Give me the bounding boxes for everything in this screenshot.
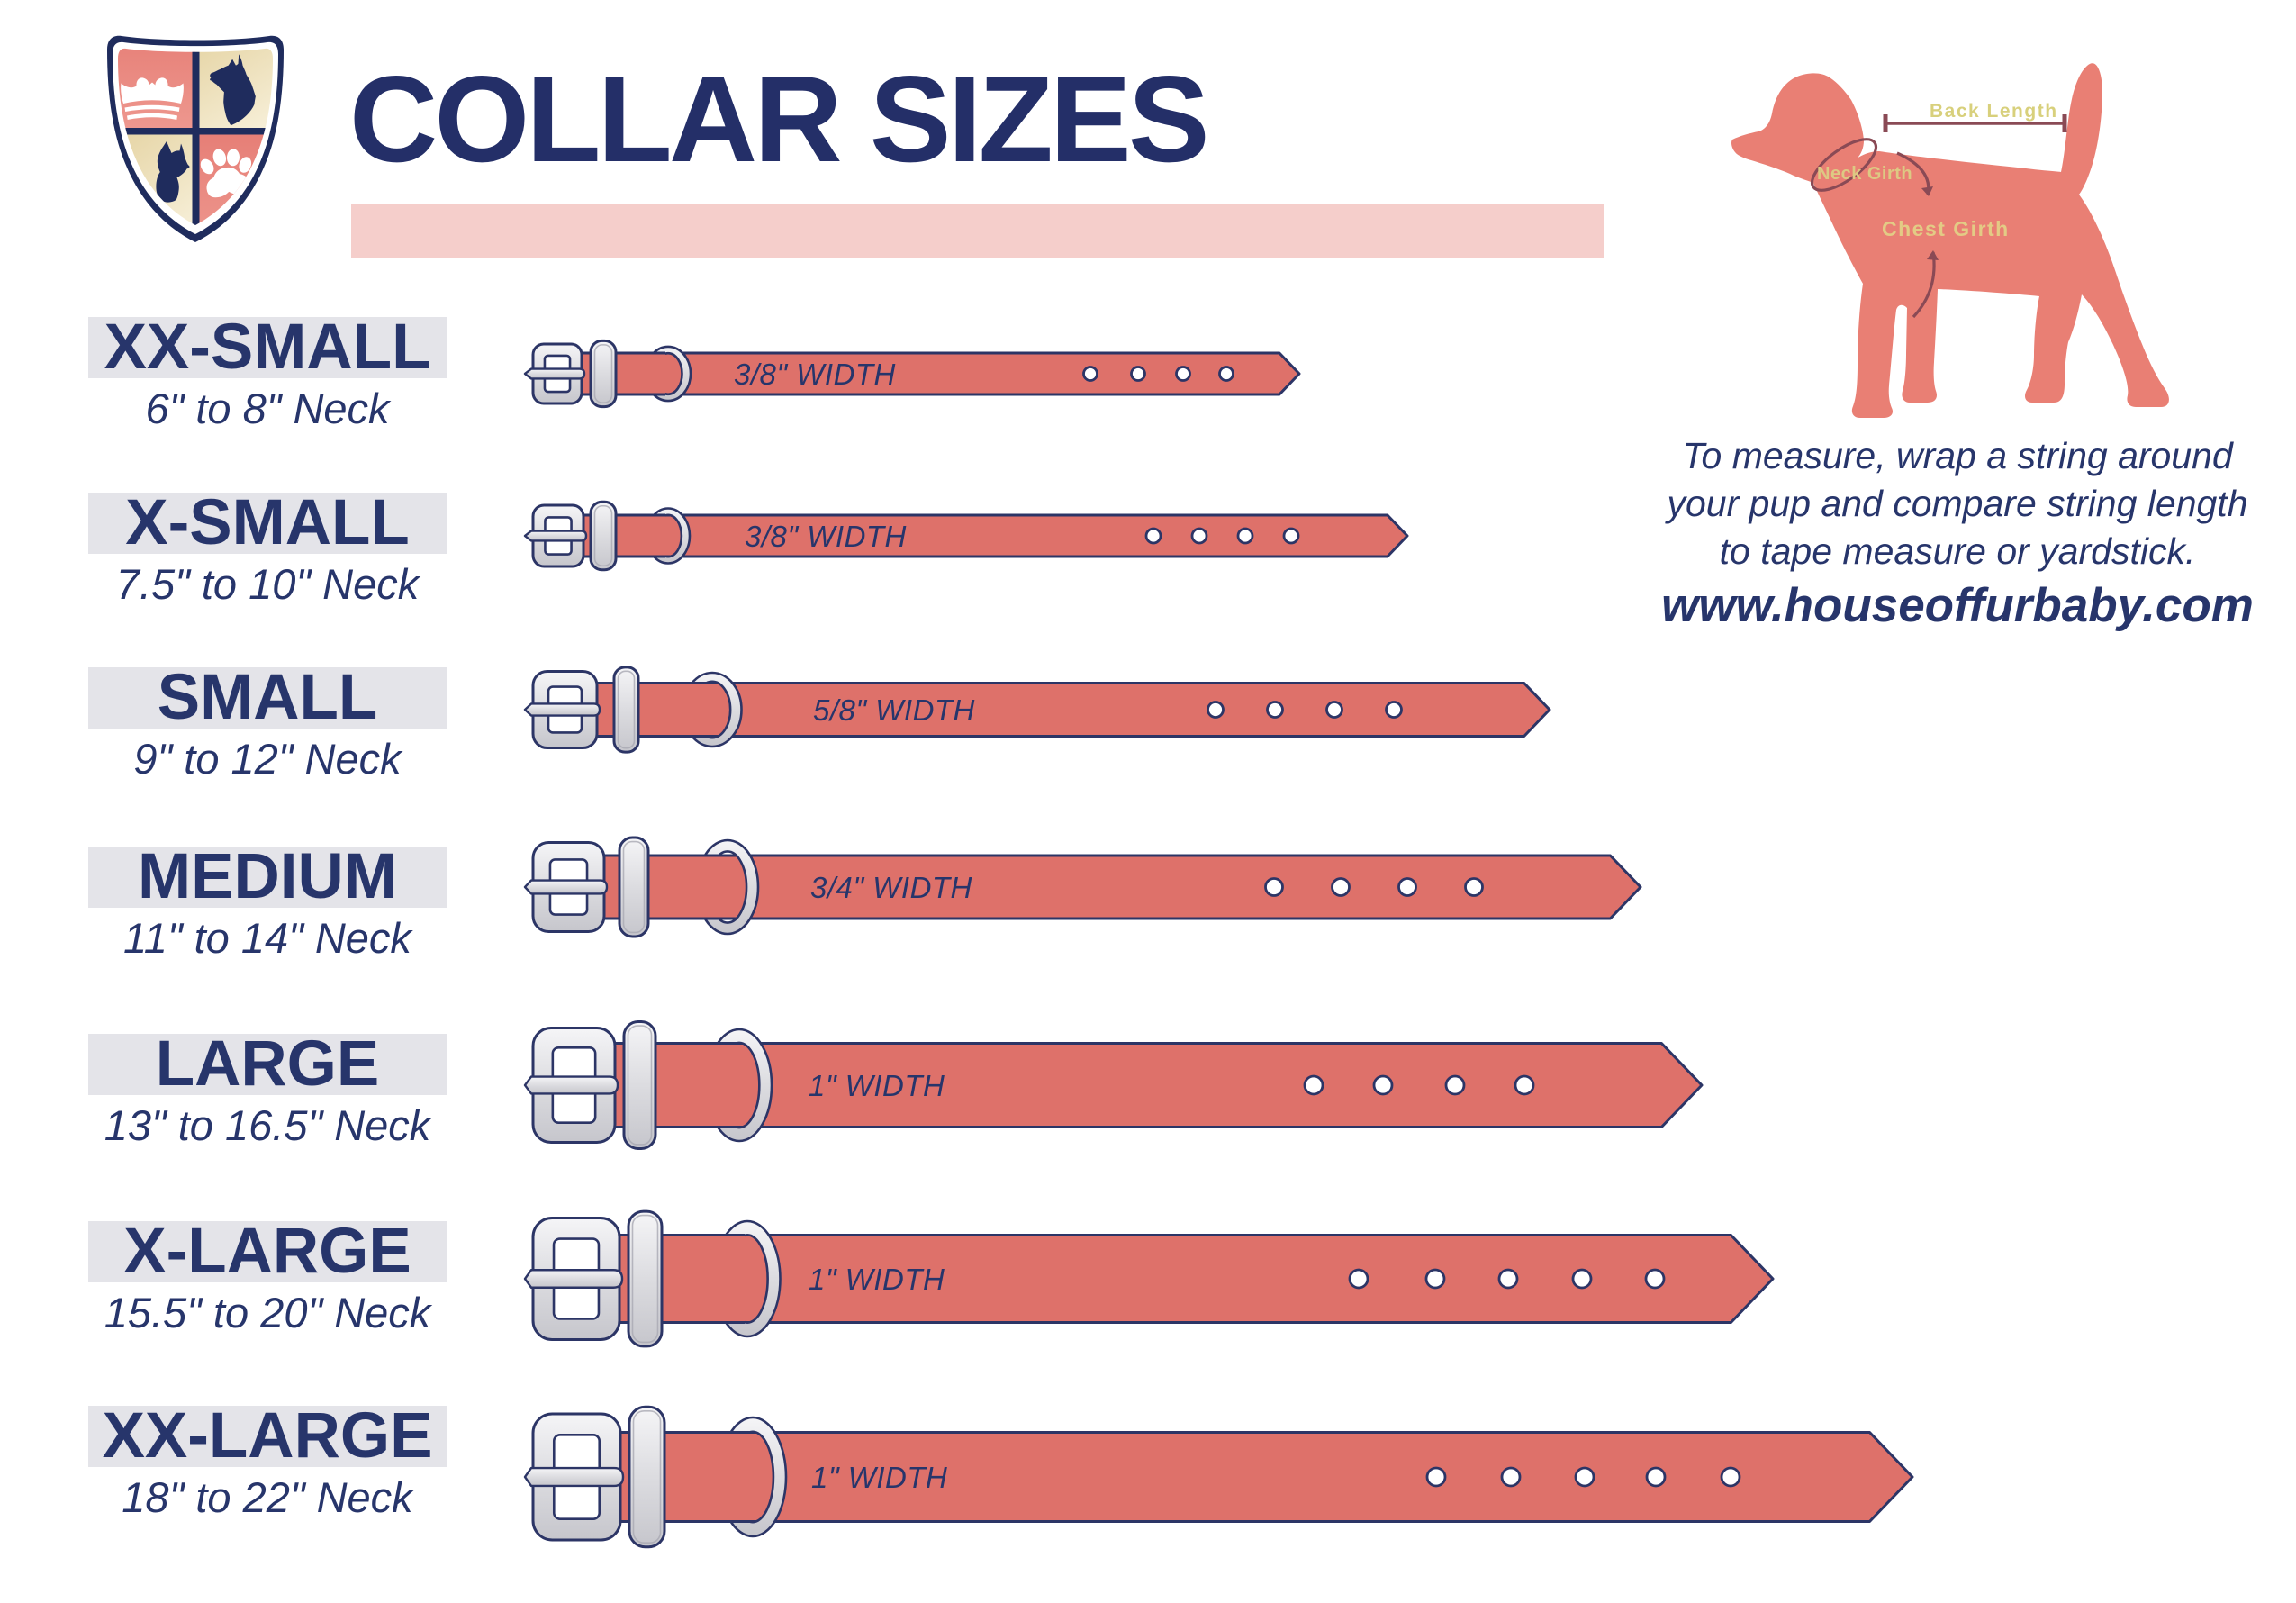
- svg-text:3/8" WIDTH: 3/8" WIDTH: [745, 520, 907, 553]
- svg-text:1" WIDTH: 1" WIDTH: [811, 1461, 947, 1494]
- svg-text:Back Length: Back Length: [1930, 101, 2058, 122]
- svg-text:1" WIDTH: 1" WIDTH: [809, 1069, 945, 1102]
- svg-text:3/4" WIDTH: 3/4" WIDTH: [810, 871, 972, 904]
- svg-text:1" WIDTH: 1" WIDTH: [809, 1263, 945, 1296]
- svg-text:5/8" WIDTH: 5/8" WIDTH: [813, 693, 975, 727]
- svg-text:Chest Girth: Chest Girth: [1882, 217, 2010, 240]
- svg-text:3/8" WIDTH: 3/8" WIDTH: [734, 358, 896, 391]
- svg-text:Neck Girth: Neck Girth: [1817, 164, 1912, 184]
